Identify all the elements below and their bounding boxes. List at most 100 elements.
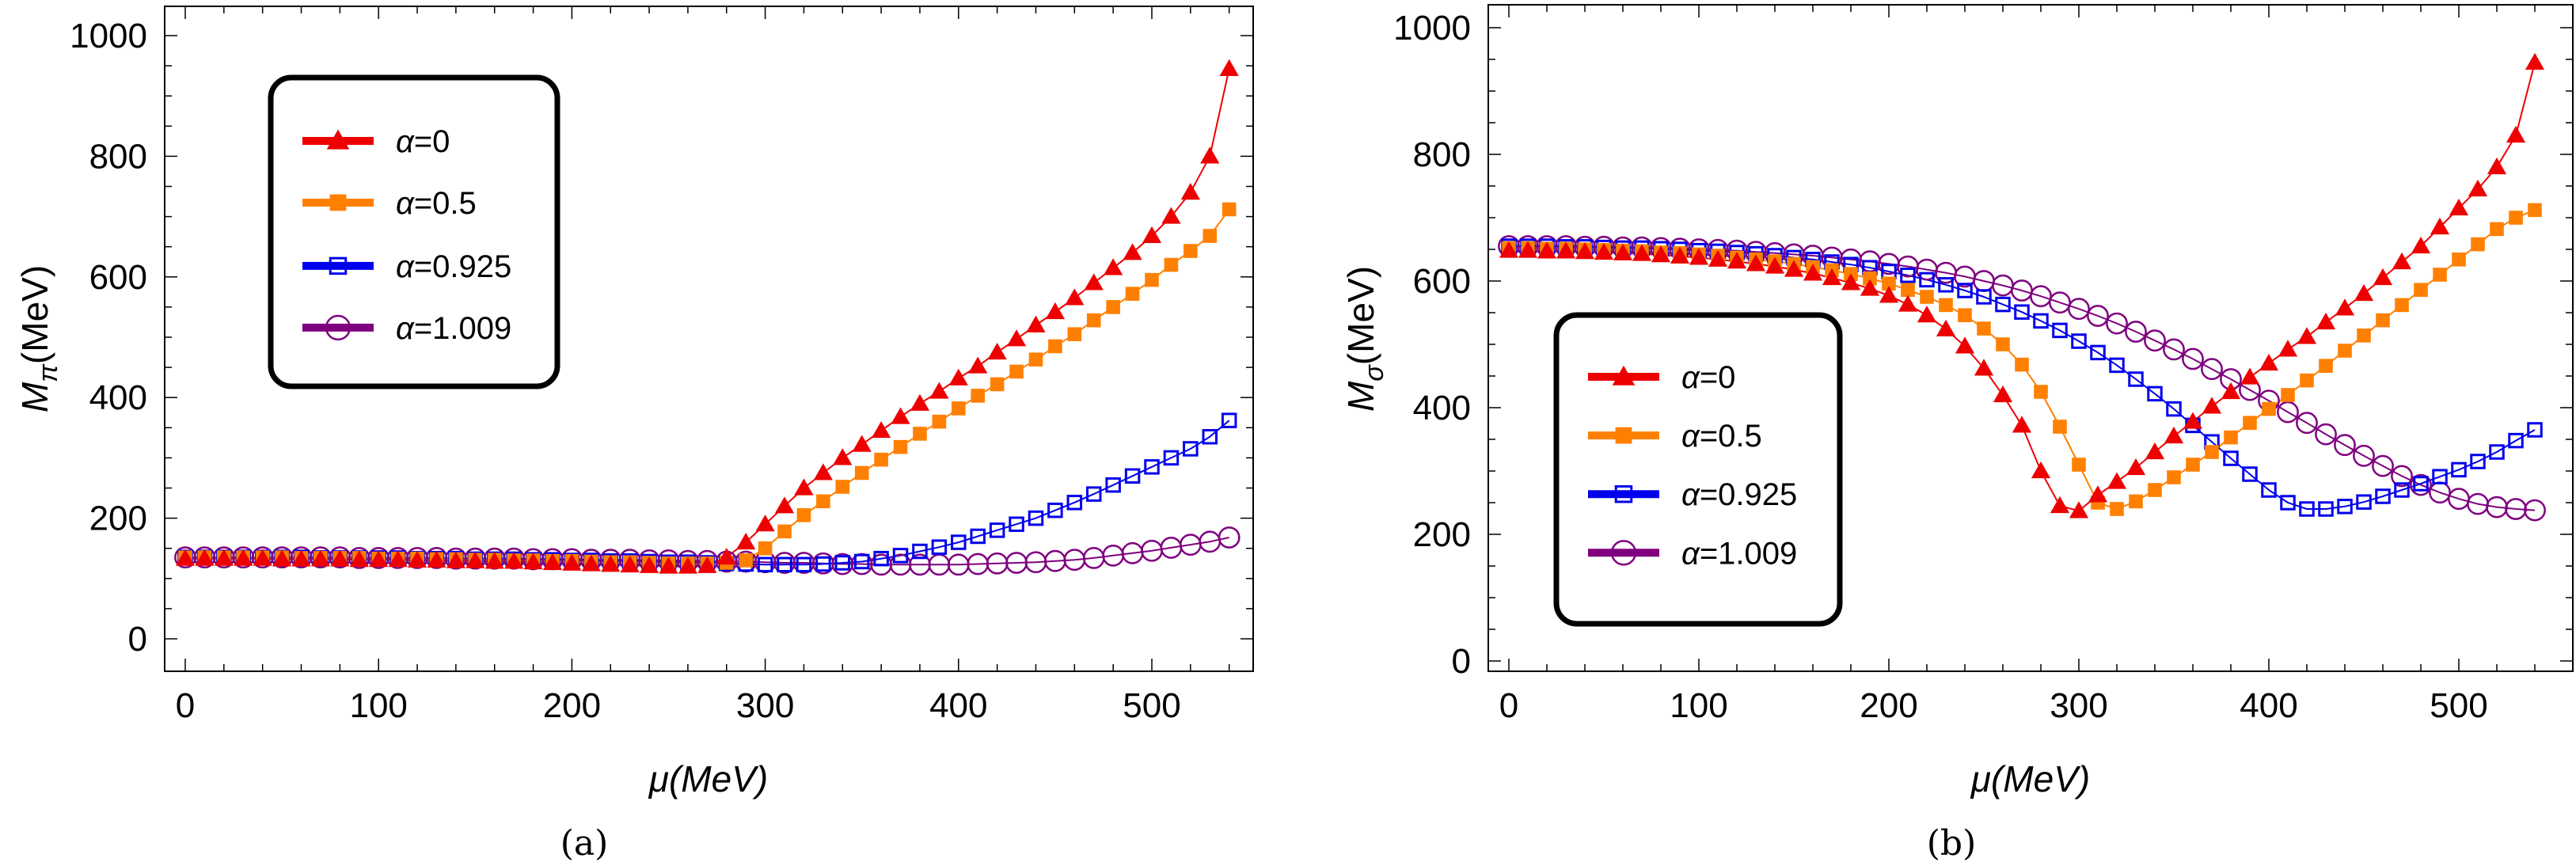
- x-tick-label: 300: [2050, 686, 2107, 725]
- open-circle-marker: [2315, 423, 2337, 446]
- open-square-marker: [2014, 304, 2030, 320]
- filled-square-marker: [1164, 257, 1179, 272]
- triangle-marker: [326, 129, 350, 150]
- filled-square-marker: [990, 377, 1005, 392]
- filled-square-marker: [2376, 313, 2390, 328]
- triangle-marker: [2240, 367, 2260, 385]
- filled-square-marker: [2281, 388, 2295, 402]
- legend-label: α=0: [1681, 360, 1735, 395]
- y-tick-labels: 0 200 400 600 800 1000: [70, 17, 147, 659]
- open-square-marker: [2375, 488, 2391, 504]
- triangle-marker: [562, 553, 582, 571]
- triangle-marker: [1955, 336, 1975, 354]
- triangle-marker: [1670, 246, 1690, 264]
- open-square-marker: [951, 534, 967, 550]
- triangle-marker: [1045, 302, 1065, 320]
- triangle-marker: [427, 550, 446, 568]
- open-square-marker: [2356, 494, 2372, 510]
- filled-square-marker: [1939, 298, 1953, 313]
- filled-square-marker: [2452, 253, 2466, 267]
- filled-square-marker: [1863, 272, 1877, 286]
- open-square-marker: [1105, 477, 1121, 493]
- triangle-marker: [2107, 472, 2127, 489]
- filled-square-marker: [2015, 357, 2029, 372]
- triangle-marker: [1161, 207, 1181, 224]
- filled-square-marker: [1615, 427, 1632, 444]
- triangle-marker: [1123, 243, 1142, 260]
- filled-square-marker: [2186, 458, 2200, 472]
- filled-square-marker: [2490, 222, 2504, 237]
- open-square-marker: [970, 528, 986, 545]
- filled-square-marker: [952, 401, 966, 416]
- triangle-marker: [2316, 312, 2336, 330]
- filled-square-marker: [854, 465, 869, 480]
- panel-caption: (a): [560, 823, 609, 864]
- triangle-marker: [2411, 236, 2431, 254]
- open-square-marker: [892, 548, 909, 564]
- triangle-marker: [1898, 294, 1918, 312]
- open-square-marker: [1202, 428, 1218, 445]
- filled-square-marker: [913, 427, 927, 441]
- triangle-marker: [852, 435, 872, 452]
- triangle-marker: [929, 382, 949, 399]
- plot-frame: [1487, 4, 2574, 672]
- y-tick-label: 600: [89, 258, 147, 297]
- open-square-marker: [1047, 502, 1063, 518]
- filled-square-marker: [1086, 313, 1101, 328]
- legend-item-0.925: α=0.925: [1588, 477, 1797, 512]
- y-tick-labels: 0 200 400 600 800 1000: [1393, 9, 1471, 681]
- triangle-marker: [2050, 496, 2070, 514]
- triangle-marker: [2354, 283, 2374, 302]
- open-square-marker: [912, 543, 928, 560]
- x-tick-label: 0: [176, 686, 195, 725]
- filled-square-marker: [1184, 244, 1198, 258]
- legend-item-1.009: α=1.009: [1588, 536, 1797, 571]
- triangle-marker: [774, 496, 795, 514]
- y-tick-label: 400: [89, 378, 147, 417]
- legend-item-0: α=0: [1588, 360, 1735, 395]
- x-axis-label: μ(MeV): [1970, 758, 2090, 800]
- open-square-marker: [1124, 468, 1141, 484]
- y-tick-label: 1000: [1393, 9, 1471, 47]
- legend-label: α=0.925: [396, 249, 511, 284]
- triangle-marker: [1518, 241, 1538, 258]
- legend-label: α=0: [396, 124, 450, 159]
- open-circle-marker: [2524, 499, 2546, 522]
- filled-square-marker: [2243, 416, 2257, 430]
- y-tick-label: 0: [128, 620, 147, 659]
- filled-square-marker: [1028, 352, 1043, 367]
- open-square-marker: [2489, 444, 2505, 460]
- open-square-marker: [2223, 450, 2239, 466]
- triangle-marker: [1651, 245, 1671, 263]
- open-square-marker: [1163, 450, 1180, 466]
- triangle-marker: [716, 548, 736, 565]
- triangle-marker: [2449, 198, 2469, 216]
- triangle-marker: [2202, 397, 2222, 414]
- x-tick-labels: 0 100 200 300 400 500: [176, 686, 1181, 725]
- open-square-marker: [777, 556, 792, 573]
- triangle-marker: [2183, 412, 2203, 429]
- triangle-marker: [2259, 353, 2279, 371]
- triangle-marker: [1180, 183, 1200, 200]
- legend-label: α=0.5: [396, 186, 477, 221]
- triangle-marker: [678, 556, 698, 574]
- y-tick-label: 1000: [70, 17, 147, 55]
- legend-label: α=0.5: [1681, 419, 1762, 454]
- filled-square-marker: [2053, 420, 2067, 434]
- filled-square-marker: [932, 414, 947, 429]
- open-square-marker: [2109, 357, 2125, 374]
- filled-square-marker: [2148, 483, 2162, 497]
- triangle-marker: [755, 515, 775, 532]
- triangle-marker: [1803, 264, 1823, 281]
- open-square-marker: [2299, 501, 2315, 517]
- triangle-marker: [1879, 286, 1899, 303]
- filled-square-marker: [1125, 287, 1140, 301]
- filled-square-marker: [739, 553, 753, 568]
- filled-square-marker: [329, 194, 347, 211]
- filled-square-marker: [2471, 237, 2485, 252]
- triangle-marker: [272, 549, 292, 567]
- triangle-marker: [813, 463, 833, 480]
- open-square-marker: [1144, 459, 1160, 475]
- triangle-marker: [2430, 217, 2450, 235]
- triangle-marker: [2221, 382, 2241, 400]
